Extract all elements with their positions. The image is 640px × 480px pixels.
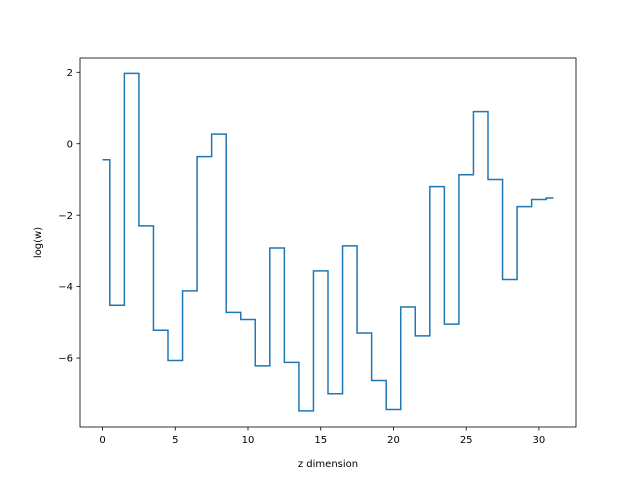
y-axis-label: log(w) [33, 227, 44, 258]
y-tick-label: −2 [58, 211, 73, 222]
x-tick-label: 15 [314, 435, 327, 446]
x-tick-label: 25 [460, 435, 473, 446]
x-tick-label: 5 [172, 435, 178, 446]
y-tick-label: −6 [58, 354, 73, 365]
y-tick-label: 2 [67, 68, 73, 79]
x-tick-label: 30 [533, 435, 546, 446]
series-line [102, 72, 554, 412]
y-tick-label: −4 [58, 282, 73, 293]
x-tick-label: 0 [99, 435, 105, 446]
plot-frame [79, 57, 577, 428]
x-axis-label: z dimension [298, 459, 358, 470]
x-tick-label: 10 [242, 435, 255, 446]
y-tick-label: 0 [67, 139, 73, 150]
x-tick-label: 20 [387, 435, 400, 446]
